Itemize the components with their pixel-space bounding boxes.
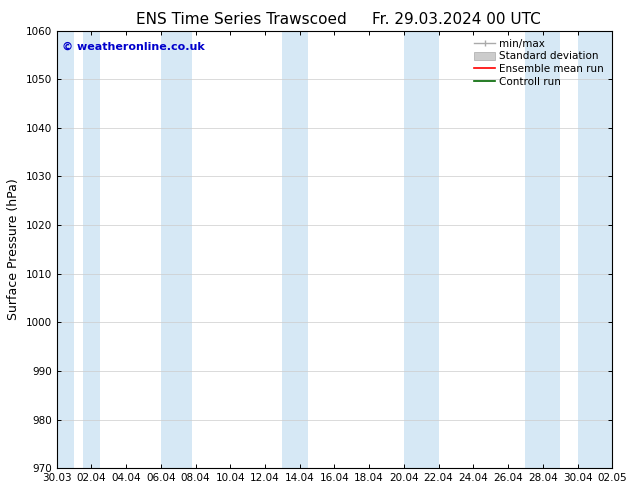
Legend: min/max, Standard deviation, Ensemble mean run, Controll run: min/max, Standard deviation, Ensemble me… (471, 36, 607, 90)
Text: ENS Time Series Trawscoed: ENS Time Series Trawscoed (136, 12, 346, 27)
Text: © weatheronline.co.uk: © weatheronline.co.uk (62, 42, 205, 51)
Y-axis label: Surface Pressure (hPa): Surface Pressure (hPa) (7, 178, 20, 320)
Bar (578, 30, 612, 468)
Bar (161, 30, 192, 468)
Bar (56, 30, 74, 468)
Bar (404, 30, 439, 468)
Bar (82, 30, 100, 468)
Bar (282, 30, 308, 468)
Text: Fr. 29.03.2024 00 UTC: Fr. 29.03.2024 00 UTC (372, 12, 541, 27)
Bar (526, 30, 560, 468)
